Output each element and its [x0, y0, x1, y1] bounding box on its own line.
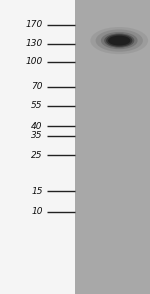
Ellipse shape [108, 36, 130, 46]
Bar [75, 0, 150, 294]
Ellipse shape [101, 32, 138, 49]
Text: 25: 25 [31, 151, 43, 160]
Text: 100: 100 [26, 57, 43, 66]
Bar [0, 0, 75, 294]
Text: 170: 170 [26, 21, 43, 29]
Text: 55: 55 [31, 101, 43, 110]
Ellipse shape [106, 34, 132, 47]
Text: 35: 35 [31, 131, 43, 140]
Text: 130: 130 [26, 39, 43, 48]
Text: 70: 70 [31, 82, 43, 91]
Text: 40: 40 [31, 122, 43, 131]
Ellipse shape [96, 29, 143, 52]
Text: 10: 10 [31, 207, 43, 216]
Text: 15: 15 [31, 187, 43, 196]
Ellipse shape [104, 34, 134, 48]
Ellipse shape [90, 27, 148, 54]
